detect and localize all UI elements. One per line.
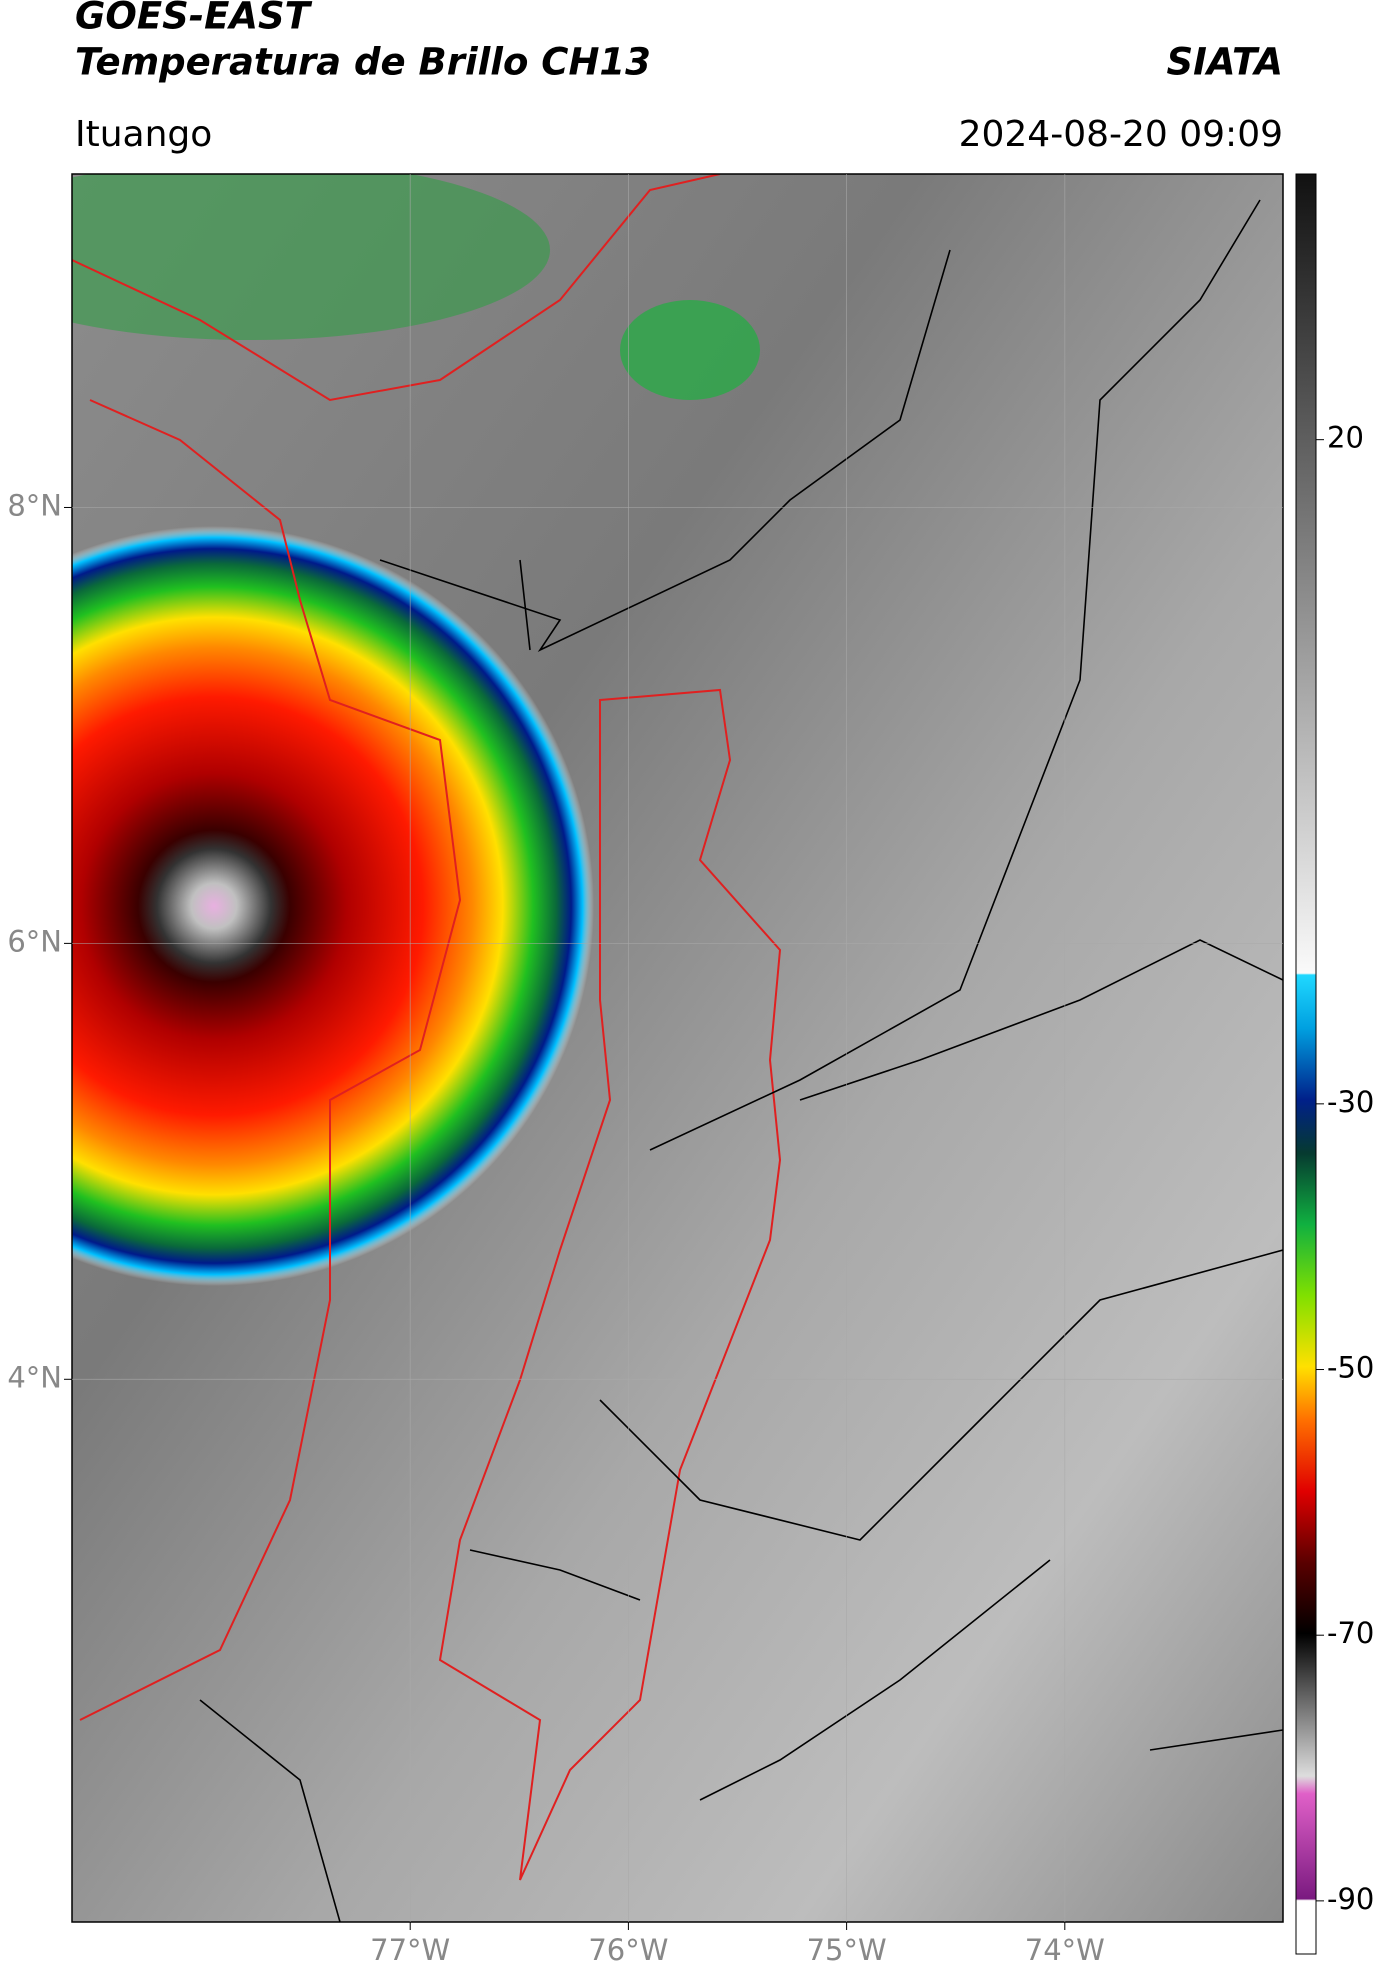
x-tick-label: 76°W: [588, 1933, 668, 1967]
y-tick-label: 4°N: [7, 1360, 62, 1394]
x-tick-label: 75°W: [807, 1933, 887, 1967]
location: Ituango: [75, 114, 212, 155]
source: SIATA: [1166, 41, 1283, 84]
map-frame: [71, 173, 1284, 1923]
y-tick-label: 6°N: [7, 924, 62, 958]
colorbar-tick-label: -70: [1327, 1616, 1374, 1650]
x-tick-label: 74°W: [1025, 1933, 1105, 1967]
title: GOES-EAST: [75, 0, 313, 38]
datetime: 2024-08-20 09:09: [959, 114, 1283, 155]
colorbar-tick-label: 20: [1327, 421, 1364, 455]
colorbar-tick-label: -30: [1327, 1085, 1374, 1119]
colorbar-tick-label: -90: [1327, 1882, 1374, 1916]
colorbar-tick-label: -50: [1327, 1351, 1374, 1385]
colorbar: [1295, 173, 1317, 1955]
subtitle: Temperatura de Brillo CH13: [75, 41, 651, 84]
x-tick-label: 77°W: [370, 1933, 450, 1967]
satellite-image: [72, 174, 1283, 1922]
y-tick-label: 8°N: [7, 488, 62, 522]
